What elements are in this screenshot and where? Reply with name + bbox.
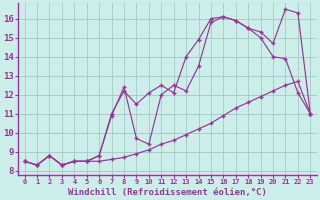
X-axis label: Windchill (Refroidissement éolien,°C): Windchill (Refroidissement éolien,°C) [68, 188, 267, 197]
